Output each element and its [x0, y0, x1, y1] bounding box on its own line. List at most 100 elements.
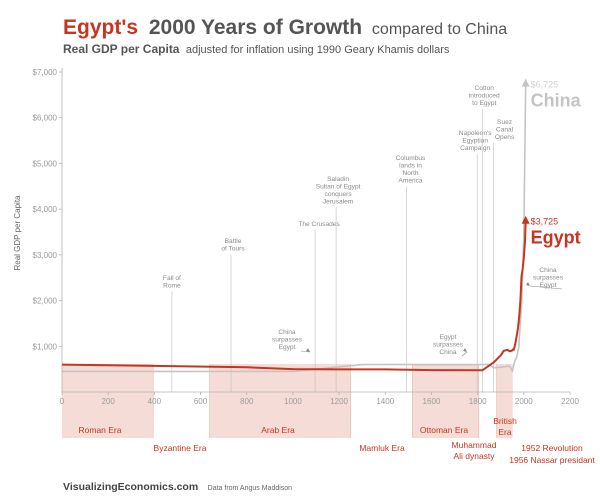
era-label-line: Arab Era — [261, 425, 295, 435]
annotation-pointer-head — [526, 282, 530, 286]
x-tick-label: 1800 — [469, 397, 487, 406]
footer-source: Data from Angus Maddison — [208, 485, 293, 492]
footer-brand: VisualizingEconomics.com — [63, 481, 198, 493]
egypt-end-label: Egypt — [531, 228, 581, 248]
annotation-label-line: Egypt — [440, 334, 457, 341]
era-label-line: British — [493, 416, 517, 426]
annotation-label: Battle of Tours — [221, 238, 245, 253]
annotation-label-line: Egypt — [279, 344, 296, 351]
y-tick-label: $6,000 — [33, 114, 58, 123]
annotation-label-line: China — [539, 267, 557, 274]
subtitle-part-gdp: Real GDP per Capita — [63, 42, 180, 56]
annotation-label-line: surpasses — [272, 337, 303, 344]
series-arrow-egypt — [521, 215, 530, 224]
annotation-label-line: of Tours — [221, 246, 245, 253]
annotation-label: Columbus lands in North America — [396, 155, 426, 185]
annotation-label-line: Opens — [495, 134, 515, 141]
annotation-label: China surpasses Egypt — [533, 267, 564, 289]
annotation-label-line: Sultan of Egypt — [316, 184, 361, 191]
era-label-line: Byzantine Era — [154, 443, 207, 453]
annotation-label-line: conquers — [325, 191, 353, 198]
annotation-pointer — [300, 350, 311, 353]
era-band-british-era — [496, 364, 513, 438]
annotation-pointer — [461, 351, 468, 357]
china-end-label: China — [531, 91, 582, 111]
era-band-arab-era — [209, 364, 351, 438]
x-tick-label: 1000 — [284, 397, 302, 406]
annotation-label: The Crusades — [298, 221, 340, 228]
y-tick-label: $2,000 — [33, 297, 58, 306]
annotation-label-line: Battle — [225, 238, 242, 245]
era-label-line: Roman Era — [79, 425, 122, 435]
annotation-pointer — [529, 285, 563, 290]
annotation-label-line: lands in — [399, 163, 422, 170]
annotation-label-line: North — [402, 170, 418, 177]
annotation-label-line: Egyptian — [462, 138, 488, 145]
era-label: Arab Era — [261, 425, 295, 435]
x-tick-label: 1600 — [423, 397, 441, 406]
x-tick-label: 200 — [102, 397, 116, 406]
x-tick-label: 0 — [60, 397, 65, 406]
annotation-label-line: America — [398, 178, 423, 185]
y-tick-label: $4,000 — [33, 205, 58, 214]
era-label: Ottoman Era — [420, 425, 468, 435]
annotation-label: Napoleon's Egyptian Campaign — [459, 130, 492, 152]
chart-title: Egypt's 2000 Years of Growth compared to… — [63, 16, 507, 39]
annotation-label: Egypt surpasses China — [433, 334, 464, 356]
annotation-label: Cotton introduced to Egypt — [469, 85, 500, 107]
annotation-label: Fall of Rome — [163, 275, 181, 290]
title-part-egypt: Egypt's — [63, 16, 138, 39]
era-label: British Era — [493, 416, 517, 437]
annotation-label-line: Columbus — [396, 155, 426, 162]
era-label: 1956 Nassar presidant — [509, 455, 595, 465]
era-label: Muhammad Ali dynasty — [452, 440, 497, 461]
annotation-label-line: to Egypt — [472, 100, 496, 107]
annotation-label-line: China — [439, 349, 457, 356]
x-tick-label: 400 — [148, 397, 162, 406]
annotation-label-line: China — [278, 329, 296, 336]
y-tick-label: $1,000 — [33, 342, 58, 351]
x-tick-label: 600 — [194, 397, 208, 406]
x-tick-label: 800 — [240, 397, 254, 406]
series-arrow-china — [521, 78, 530, 87]
annotation-label: Saladin Sultan of Egypt conquers Jerusalem — [316, 176, 361, 206]
subtitle-part-adjusted: adjusted for inflation using 1990 Geary … — [186, 44, 450, 56]
era-bands: Roman Era Byzantine Era Arab Era Mamluk Era… — [62, 364, 595, 465]
annotation-label-line: Napoleon's — [459, 130, 492, 137]
footer: VisualizingEconomics.com Data from Angus… — [63, 477, 292, 494]
annotations: Fall of Rome Battle of Tours The Crusades Sal… — [163, 85, 564, 392]
x-tick-label: 2200 — [561, 397, 579, 406]
annotation-label-line: Cotton — [475, 85, 495, 92]
annotation-label-line: Jerusalem — [323, 199, 354, 206]
era-label-line: 1952 Revolution — [521, 443, 583, 453]
series — [61, 78, 530, 373]
y-tick-label: $3,000 — [33, 251, 58, 260]
era-label: Byzantine Era — [154, 443, 207, 453]
annotation-label-line: Suez — [497, 119, 512, 126]
egypt-end-value: $3,725 — [531, 217, 559, 227]
x-tick-label: 1200 — [330, 397, 348, 406]
era-label-line: Mamluk Era — [359, 443, 405, 453]
annotation-label: China surpasses Egypt — [272, 329, 303, 351]
series-line-china — [62, 84, 527, 373]
era-band-ottoman-era — [412, 364, 479, 438]
axes: $1,000 $2,000 $3,000 $4,000 $5,000 $6,000 $7,0… — [33, 68, 579, 406]
chart-subtitle: Real GDP per Capita adjusted for inflati… — [63, 42, 450, 56]
title-part-growth: 2000 Years of Growth — [149, 16, 362, 39]
annotation-pointer-head — [463, 348, 467, 352]
era-label: Roman Era — [79, 425, 122, 435]
era-label: 1952 Revolution — [521, 443, 583, 453]
era-band-roman-era — [62, 364, 154, 438]
annotation-label-line: surpasses — [433, 342, 464, 349]
era-label-line: Ali dynasty — [453, 451, 495, 461]
annotation-label-line: introduced — [469, 93, 500, 100]
title-part-compared: compared to China — [372, 21, 507, 38]
y-axis-label: Real GDP per Capita — [13, 195, 22, 271]
y-tick-label: $5,000 — [33, 159, 58, 168]
annotation-label-line: surpasses — [533, 275, 564, 282]
x-tick-label: 2000 — [515, 397, 533, 406]
annotation-label-line: Saladin — [327, 176, 349, 183]
annotation-label-line: Egypt — [540, 282, 557, 289]
